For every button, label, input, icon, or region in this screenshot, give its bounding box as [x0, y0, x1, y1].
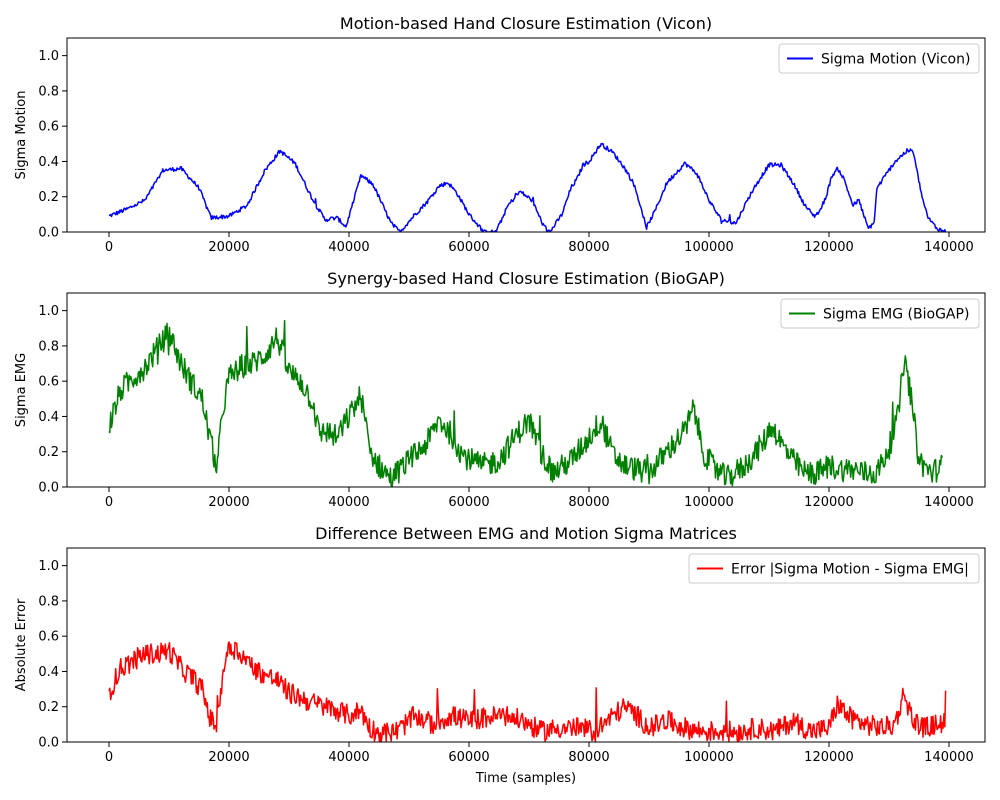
x-tick-label: 120000	[804, 495, 854, 510]
chart-panel-3: Difference Between EMG and Motion Sigma …	[14, 524, 986, 786]
y-tick-label: 1.0	[38, 304, 59, 319]
x-tick-label: 0	[105, 240, 113, 255]
legend-box	[778, 43, 980, 74]
legend: Sigma EMG (BioGAP)	[780, 298, 980, 329]
x-tick-label: 80000	[568, 750, 609, 765]
axes-frame	[66, 547, 986, 743]
x-tick-label: 100000	[684, 495, 734, 510]
series-line-1	[108, 319, 943, 487]
x-tick-label: 80000	[568, 495, 609, 510]
y-tick-label: 0.2	[38, 445, 59, 460]
y-tick-label: 0.8	[38, 594, 59, 609]
y-tick-label: 0.8	[38, 84, 59, 99]
x-tick-label: 20000	[208, 750, 249, 765]
legend: Error |Sigma Motion - Sigma EMG|	[688, 553, 980, 584]
x-tick-label: 100000	[684, 750, 734, 765]
y-tick-label: 0.4	[38, 665, 59, 680]
y-tick-label: 0.6	[38, 120, 59, 135]
series-line-1	[108, 142, 947, 232]
y-tick-label: 0.6	[38, 375, 59, 390]
x-tick-label: 80000	[568, 240, 609, 255]
chart-title: Difference Between EMG and Motion Sigma …	[315, 524, 737, 543]
axes-frame	[66, 292, 986, 488]
y-tick-label: 0.0	[38, 226, 59, 241]
x-tick-label: 40000	[328, 240, 369, 255]
legend-box	[780, 298, 980, 329]
y-tick-label: 0.8	[38, 339, 59, 354]
legend-entry: Sigma EMG (BioGAP)	[823, 307, 969, 323]
x-tick-label: 120000	[804, 240, 854, 255]
x-tick-label: 100000	[684, 240, 734, 255]
y-tick-label: 0.2	[38, 700, 59, 715]
x-tick-label: 60000	[448, 750, 489, 765]
legend-box	[688, 553, 980, 584]
y-axis-label: Sigma Motion	[14, 91, 29, 180]
y-tick-label: 0.0	[38, 481, 59, 496]
x-tick-label: 60000	[448, 240, 489, 255]
y-tick-label: 1.0	[38, 49, 59, 64]
y-axis-label: Absolute Error	[14, 598, 29, 691]
axes-frame	[66, 37, 986, 233]
x-tick-label: 40000	[328, 750, 369, 765]
y-tick-label: 0.6	[38, 630, 59, 645]
chart-panel-2: Synergy-based Hand Closure Estimation (B…	[14, 269, 986, 510]
x-tick-label: 120000	[804, 750, 854, 765]
y-tick-label: 0.2	[38, 190, 59, 205]
legend-entry: Sigma Motion (Vicon)	[821, 52, 970, 68]
y-tick-label: 0.0	[38, 736, 59, 751]
y-tick-label: 0.4	[38, 410, 59, 425]
y-tick-label: 0.4	[38, 155, 59, 170]
x-tick-label: 60000	[448, 495, 489, 510]
x-tick-label: 20000	[208, 495, 249, 510]
y-tick-label: 1.0	[38, 559, 59, 574]
chart-panel-1: Motion-based Hand Closure Estimation (Vi…	[14, 14, 986, 255]
chart-title: Synergy-based Hand Closure Estimation (B…	[327, 269, 725, 288]
x-tick-label: 0	[105, 495, 113, 510]
legend-entry: Error |Sigma Motion - Sigma EMG|	[731, 562, 969, 578]
chart-title: Motion-based Hand Closure Estimation (Vi…	[340, 14, 712, 33]
x-tick-label: 40000	[328, 495, 369, 510]
x-axis-label: Time (samples)	[475, 771, 576, 786]
legend: Sigma Motion (Vicon)	[778, 43, 980, 74]
y-axis-label: Sigma EMG	[14, 353, 29, 427]
x-tick-label: 0	[105, 750, 113, 765]
series-line-1	[108, 641, 947, 742]
x-tick-label: 20000	[208, 240, 249, 255]
x-tick-label: 140000	[924, 240, 974, 255]
x-tick-label: 140000	[924, 750, 974, 765]
x-tick-label: 140000	[924, 495, 974, 510]
